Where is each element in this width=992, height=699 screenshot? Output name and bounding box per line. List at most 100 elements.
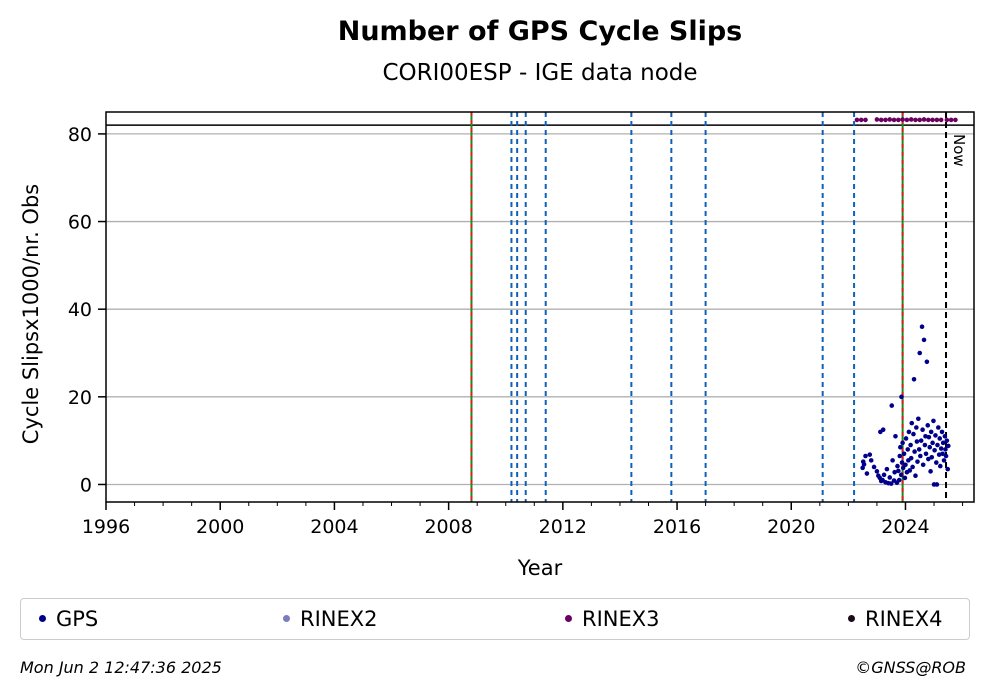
chart-title: Number of GPS Cycle Slips: [337, 16, 743, 47]
data-point-gps: [940, 440, 946, 446]
legend-item-gps: GPS: [39, 607, 98, 631]
data-point-gps: [919, 324, 925, 330]
data-point-gps: [906, 429, 912, 435]
x-tick-label: 2024: [881, 516, 929, 538]
data-point-gps: [888, 481, 894, 486]
cycle-slips-chart: 1996 2000 2004 2008 2012 2016 2020 2024 0 20 40 60 8…: [19, 111, 975, 580]
x-tick-label: 2000: [196, 516, 244, 538]
y-tick-label: 0: [80, 474, 92, 496]
data-point-gps: [918, 438, 924, 443]
data-point-gps: [910, 464, 915, 470]
data-point-gps: [933, 433, 938, 438]
data-point-gps: [943, 453, 949, 459]
data-point-gps: [911, 377, 917, 382]
data-point-gps: [898, 472, 904, 478]
data-point-gps: [915, 459, 920, 464]
data-point-rinex3: [891, 117, 897, 123]
legend-item-rinex3: RINEX3: [565, 607, 660, 631]
data-point-gps: [938, 446, 944, 451]
footer-credit: ©GNSS@ROB: [855, 658, 966, 677]
data-point-gps: [903, 462, 908, 468]
data-point-gps: [898, 444, 903, 450]
data-point-gps: [899, 394, 904, 400]
y-axis-label: Cycle Slipsx1000/nr. Obs: [19, 184, 43, 444]
data-point-gps: [895, 463, 900, 469]
data-point-rinex3: [948, 117, 954, 123]
data-point-gps: [911, 431, 916, 437]
data-point-gps: [931, 418, 936, 424]
y-tick-label: 60: [68, 212, 92, 234]
data-point-gps: [914, 439, 920, 444]
data-point-gps: [930, 440, 935, 446]
data-point-gps: [914, 425, 919, 430]
data-point-gps: [868, 458, 874, 463]
footer-timestamp: Mon Jun 2 12:47:36 2025: [20, 658, 222, 677]
data-point-gps: [861, 462, 867, 467]
x-tick-label: 2020: [767, 516, 815, 538]
data-point-rinex3: [921, 117, 927, 122]
data-point-rinex3: [953, 117, 958, 123]
plot-area-frame: [105, 111, 975, 503]
chart-subtitle: CORI00ESP - IGE data node: [382, 60, 698, 86]
data-point-gps: [934, 482, 940, 487]
data-point-gps: [927, 444, 933, 450]
data-point-gps: [907, 468, 913, 473]
data-point-gps: [908, 455, 914, 461]
data-point-gps: [881, 472, 887, 478]
legend-marker-rinex3: [565, 614, 572, 622]
data-point-gps: [887, 475, 893, 480]
data-point-gps: [922, 442, 928, 448]
data-point-gps: [902, 475, 908, 481]
data-point-gps: [939, 429, 945, 435]
data-point-gps: [884, 466, 890, 472]
data-point-rinex3: [854, 117, 860, 123]
data-point-rinex3: [938, 117, 944, 123]
data-point-rinex3: [917, 117, 923, 123]
data-point-gps: [874, 469, 880, 474]
x-tick-label: 1996: [82, 516, 130, 538]
y-tick-label: 40: [68, 299, 92, 321]
data-point-gps: [928, 429, 934, 435]
x-tick-label: 2016: [653, 516, 701, 538]
data-point-rinex3: [858, 117, 864, 123]
data-point-gps: [945, 466, 951, 472]
legend-item-rinex4: RINEX4: [848, 607, 943, 631]
data-point-gps: [916, 416, 921, 422]
legend-label-rinex3: RINEX3: [582, 607, 660, 631]
data-point-rinex3: [863, 117, 868, 123]
data-point-gps: [864, 471, 870, 476]
data-point-gps: [934, 460, 939, 465]
data-point-gps: [928, 469, 933, 474]
x-tick-label: 2012: [539, 516, 587, 538]
data-point-gps: [938, 463, 943, 469]
data-point-gps: [940, 451, 945, 457]
data-point-gps: [890, 458, 895, 463]
legend-item-rinex2: RINEX2: [283, 607, 378, 631]
data-point-rinex3: [878, 117, 884, 123]
data-point-rinex3: [896, 117, 901, 123]
legend-label-rinex4: RINEX4: [865, 607, 943, 631]
data-point-gps: [908, 442, 913, 448]
data-point-gps: [920, 427, 925, 432]
data-point-gps: [912, 449, 917, 454]
chart-legend: GPS RINEX2 RINEX3 RINEX4: [20, 598, 970, 640]
data-point-gps: [929, 455, 935, 460]
data-point-rinex3: [883, 117, 888, 123]
data-point-gps: [917, 350, 923, 356]
data-point-rinex3: [904, 117, 910, 123]
data-point-gps: [936, 425, 941, 430]
now-label: Now: [950, 134, 968, 167]
y-tick-label: 80: [68, 124, 92, 146]
data-point-gps: [901, 451, 907, 457]
data-point-rinex3: [900, 117, 905, 122]
data-point-gps: [867, 452, 873, 457]
data-point-gps: [909, 420, 915, 426]
data-point-gps: [905, 447, 911, 452]
legend-marker-rinex4: [848, 614, 855, 622]
legend-marker-gps: [39, 614, 46, 622]
data-point-gps: [942, 433, 948, 439]
data-point-gps: [892, 469, 897, 475]
data-point-gps: [943, 447, 948, 452]
data-point-rinex3: [913, 117, 918, 123]
data-point-rinex3: [930, 117, 935, 123]
